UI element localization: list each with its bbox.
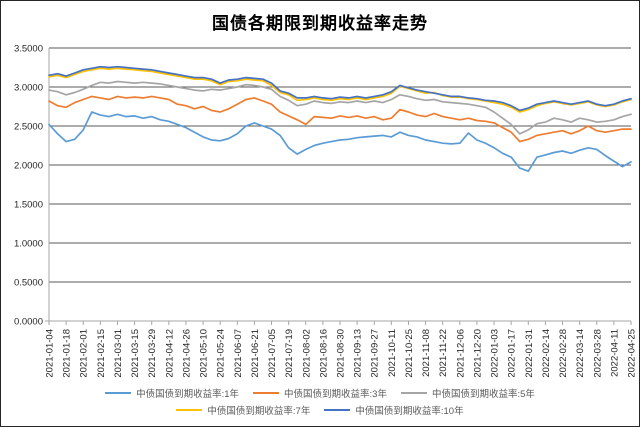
x-axis-label: 2021-05-10 <box>199 329 210 378</box>
x-axis-label: 2021-01-04 <box>45 329 56 378</box>
x-axis-label: 2021-08-30 <box>336 329 347 378</box>
legend-row: 中债国债到期收益率:1年 中债国债到期收益率:3年 中债国债到期收益率:5年 <box>105 386 535 400</box>
legend-item: 中债国债到期收益率:1年 <box>105 386 239 400</box>
legend-label: 中债国债到期收益率:3年 <box>284 389 387 400</box>
x-axis-label: 2021-01-18 <box>62 329 73 378</box>
x-axis-label: 2021-04-12 <box>164 329 175 378</box>
legend-label: 中债国债到期收益率:1年 <box>136 389 240 400</box>
x-axis-label: 2021-03-01 <box>113 329 124 378</box>
x-axis-label: 2021-09-13 <box>353 329 364 378</box>
x-axis-label: 2021-12-06 <box>455 329 466 378</box>
x-axis-label: 2022-03-28 <box>592 329 603 378</box>
legend: 中债国债到期收益率:1年 中债国债到期收益率:3年 中债国债到期收益率:5年 中债国债… <box>1 386 639 417</box>
x-axis-label: 2022-04-11 <box>609 329 620 377</box>
series-line-中债国债到期收益率:5年 <box>48 80 632 135</box>
x-axis-label: 2021-08-16 <box>318 329 329 378</box>
y-axis-label: 1.0000 <box>14 239 43 250</box>
x-axis-label: 2021-03-29 <box>147 329 158 378</box>
x-axis-label: 2021-12-20 <box>472 329 483 378</box>
x-axis-label: 2021-08-02 <box>301 329 312 378</box>
y-axis-label: 2.0000 <box>14 161 43 172</box>
y-axis-label: 3.0000 <box>14 83 43 94</box>
x-axis-label: 2021-07-19 <box>284 329 295 378</box>
x-axis-label: 2022-02-28 <box>558 329 569 378</box>
y-axis-label: 3.5000 <box>14 44 43 55</box>
x-axis-label: 2021-04-26 <box>181 329 192 378</box>
x-axis-label: 2021-10-11 <box>387 329 398 377</box>
y-axis-label: 2.5000 <box>14 122 43 133</box>
x-axis-label: 2021-11-08 <box>421 329 432 377</box>
y-axis-label: 1.5000 <box>14 200 43 211</box>
legend-item: 中债国债到期收益率:7年 <box>176 403 310 417</box>
x-axis-label: 2021-03-15 <box>130 329 141 378</box>
x-axis-label: 2021-10-25 <box>404 329 415 378</box>
y-axis-label: 0.0000 <box>14 317 43 328</box>
legend-label: 中债国债到期收益率:5年 <box>431 389 535 400</box>
legend-line-swatch <box>105 392 132 394</box>
legend-item: 中债国债到期收益率:5年 <box>400 386 535 400</box>
x-axis-label: 2021-11-22 <box>438 329 449 377</box>
x-axis-label: 2022-02-14 <box>541 329 552 378</box>
series-line-中债国债到期收益率:3年 <box>48 95 632 143</box>
legend-label: 中债国债到期收益率:10年 <box>355 406 464 417</box>
series-line-中债国债到期收益率:1年 <box>48 111 632 173</box>
x-axis-label: 2021-06-21 <box>250 329 261 378</box>
legend-line-swatch <box>253 392 280 394</box>
legend-item: 中债国债到期收益率:3年 <box>253 386 387 400</box>
x-axis-label: 2021-02-15 <box>96 329 107 378</box>
legend-line-swatch <box>400 392 427 394</box>
x-axis-label: 2021-06-07 <box>233 329 244 378</box>
x-axis-label: 2022-03-14 <box>575 329 586 378</box>
x-axis-label: 2021-02-01 <box>79 329 90 378</box>
series-line-中债国债到期收益率:7年 <box>48 67 632 113</box>
legend-line-swatch <box>324 409 351 411</box>
y-axis-label: 0.5000 <box>14 278 43 289</box>
legend-line-swatch <box>176 409 203 411</box>
x-axis-label: 2022-01-03 <box>490 329 501 378</box>
x-axis-label: 2022-01-31 <box>524 329 535 378</box>
legend-label: 中债国债到期收益率:7年 <box>207 406 311 417</box>
chart-title: 国债各期限到期收益率走势 <box>212 14 428 33</box>
x-axis-label: 2022-04-25 <box>627 329 638 378</box>
x-axis-label: 2021-05-24 <box>216 329 227 378</box>
x-axis-label: 2021-07-05 <box>267 329 278 378</box>
x-axis-label: 2021-09-27 <box>370 329 381 378</box>
series-line-中债国债到期收益率:10年 <box>48 65 632 112</box>
legend-item: 中债国债到期收益率:10年 <box>324 403 464 417</box>
x-axis-label: 2022-01-17 <box>507 329 518 378</box>
legend-row: 中债国债到期收益率:7年 中债国债到期收益率:10年 <box>176 403 464 417</box>
